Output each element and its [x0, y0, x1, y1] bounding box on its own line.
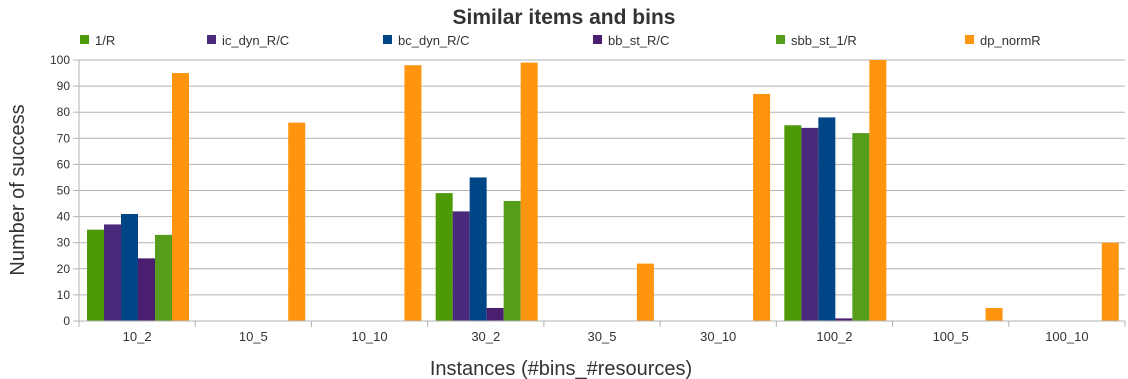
y-tick-label: 60: [57, 157, 71, 171]
y-axis-ticks: 0 10 20 30 40 50 60 70 80 90 100: [50, 53, 79, 328]
bar-dp-normr-30_5: [636, 263, 654, 321]
bar-dp-normr-10_5: [288, 122, 306, 321]
x-category-label: 10_10: [351, 329, 387, 344]
bar-ic-dyn-r-c-30_2: [452, 211, 470, 321]
bars: [87, 60, 1119, 322]
legend-swatch: [965, 35, 974, 44]
legend-swatch: [776, 35, 785, 44]
bar-bc-dyn-r-c-10_2: [121, 213, 138, 321]
legend-swatch: [593, 35, 602, 44]
bar-1-r-30_2: [435, 193, 453, 321]
x-category-label: 10_2: [123, 329, 152, 344]
x-category-label: 30_2: [471, 329, 500, 344]
bar-bb-st-r-c-100_2: [835, 318, 853, 321]
y-tick-label: 0: [63, 314, 70, 328]
legend: 1/R ic_dyn_R/C bc_dyn_R/C bb_st_R/C sbb_st_1…: [80, 33, 1041, 48]
x-category-label: 30_10: [700, 329, 736, 344]
bar-1-r-10_2: [87, 229, 104, 321]
y-axis-title: Number of success: [7, 104, 29, 275]
legend-label: bb_st_R/C: [608, 33, 669, 48]
bar-dp-normr-100_10: [1101, 242, 1119, 321]
x-category-label: 100_5: [933, 329, 969, 344]
axes: [78, 60, 1126, 327]
bar-dp-normr-30_2: [520, 62, 538, 322]
x-axis-categories: 10_2 10_5 10_10 30_2 30_5 30_10 100_2 100_5 100_…: [123, 329, 1089, 344]
y-tick-label: 10: [57, 288, 71, 302]
legend-label: sbb_st_1/R: [791, 33, 857, 48]
bar-bb-st-r-c-10_2: [138, 258, 155, 321]
bar-sbb-st-1-r-30_2: [503, 200, 521, 321]
bar-dp-normr-100_2: [869, 60, 887, 321]
bar-ic-dyn-r-c-100_2: [801, 127, 819, 321]
x-category-label: 10_5: [239, 329, 268, 344]
y-tick-label: 100: [50, 53, 70, 67]
y-tick-label: 80: [57, 105, 71, 119]
y-tick-label: 20: [57, 262, 71, 276]
bar-bc-dyn-r-c-30_2: [469, 177, 487, 321]
legend-swatch: [383, 35, 392, 44]
legend-swatch: [207, 35, 216, 44]
y-tick-label: 90: [57, 79, 71, 93]
y-tick-label: 30: [57, 236, 71, 250]
legend-label: dp_normR: [980, 33, 1041, 48]
bar-bc-dyn-r-c-100_2: [818, 117, 836, 321]
x-category-label: 100_10: [1045, 329, 1088, 344]
bar-dp-normr-30_10: [753, 93, 771, 322]
y-tick-label: 40: [57, 210, 71, 224]
y-tick-label: 50: [57, 184, 71, 198]
bar-bb-st-r-c-30_2: [486, 307, 504, 321]
x-category-label: 100_2: [816, 329, 852, 344]
chart-title: Similar items and bins: [453, 6, 676, 29]
legend-label: bc_dyn_R/C: [398, 33, 470, 48]
bar-1-r-100_2: [784, 125, 802, 321]
bar-ic-dyn-r-c-10_2: [104, 224, 121, 321]
bar-dp-normr-10_10: [404, 65, 422, 321]
bar-sbb-st-1-r-10_2: [155, 234, 172, 321]
x-category-label: 30_5: [588, 329, 617, 344]
legend-swatch: [80, 35, 89, 44]
gridlines: [79, 59, 1125, 322]
legend-label: ic_dyn_R/C: [222, 33, 289, 48]
bar-dp-normr-10_2: [172, 73, 189, 321]
legend-label: 1/R: [95, 33, 115, 48]
y-tick-label: 70: [57, 131, 71, 145]
bar-dp-normr-100_5: [985, 307, 1003, 321]
bar-sbb-st-1-r-100_2: [852, 133, 870, 321]
x-axis-title: Instances (#bins_#resources): [430, 358, 692, 379]
